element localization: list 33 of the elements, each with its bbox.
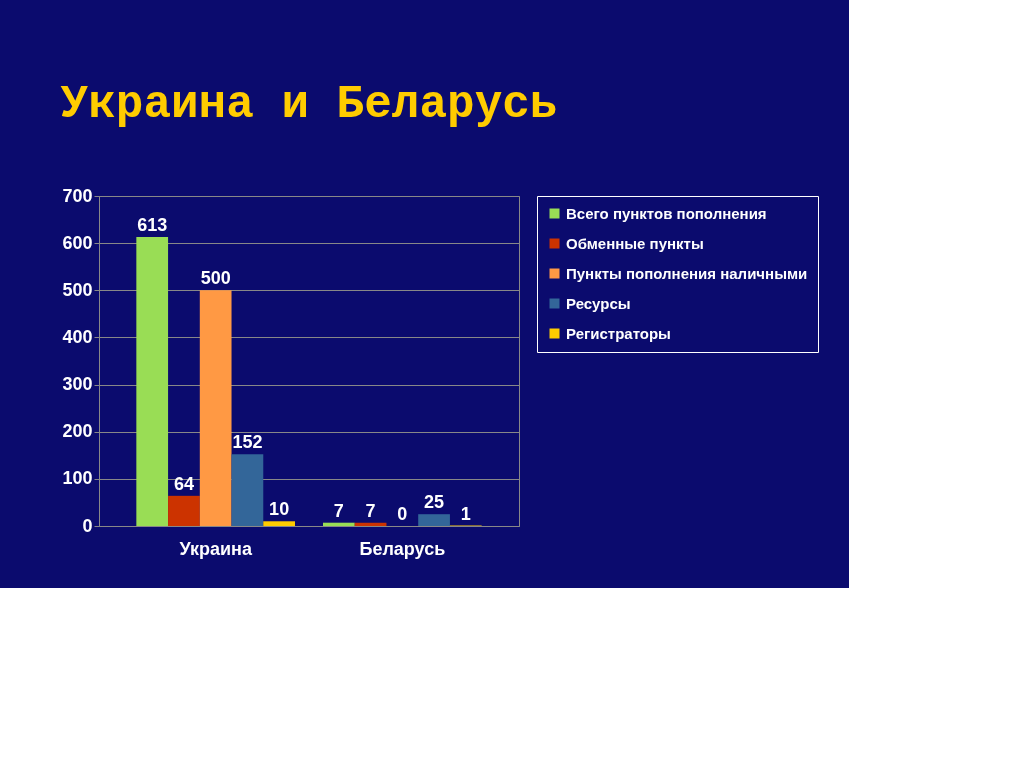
x-tick-label: Украина [179,538,253,559]
legend-label: Ресурсы [566,294,631,312]
bar [136,237,169,526]
y-tick-label: 500 [62,279,93,300]
data-label: 0 [397,504,408,524]
x-tick-label: Беларусь [359,538,446,559]
legend-label: Всего пунктов пополнения [566,204,767,222]
chart-title: Украина и Беларусь [60,79,558,131]
y-tick-label: 200 [62,421,93,442]
data-label: 10 [269,499,290,520]
bar [168,495,200,526]
legend-label: Регистраторы [566,324,671,342]
y-tick-label: 300 [62,374,93,395]
data-label: 500 [200,268,231,289]
data-label: 7 [365,500,376,521]
y-tick-label: 100 [62,468,93,489]
data-label: 152 [232,432,263,453]
data-label: 64 [173,473,194,494]
bar [199,290,232,526]
bar [263,521,295,526]
bar [418,514,450,526]
legend-label: Пункты пополнения наличными [566,264,808,282]
y-tick-label: 600 [62,232,93,253]
bar [231,454,264,526]
bar [323,522,355,526]
y-tick-label: 0 [82,515,93,536]
data-label: 7 [333,500,344,521]
legend-label: Обменные пункты [566,234,704,252]
y-tick-label: 400 [62,326,93,347]
data-label: 25 [424,492,445,513]
data-label: 1 [460,503,471,524]
y-tick-label: 700 [62,185,93,206]
data-label: 613 [137,215,168,236]
